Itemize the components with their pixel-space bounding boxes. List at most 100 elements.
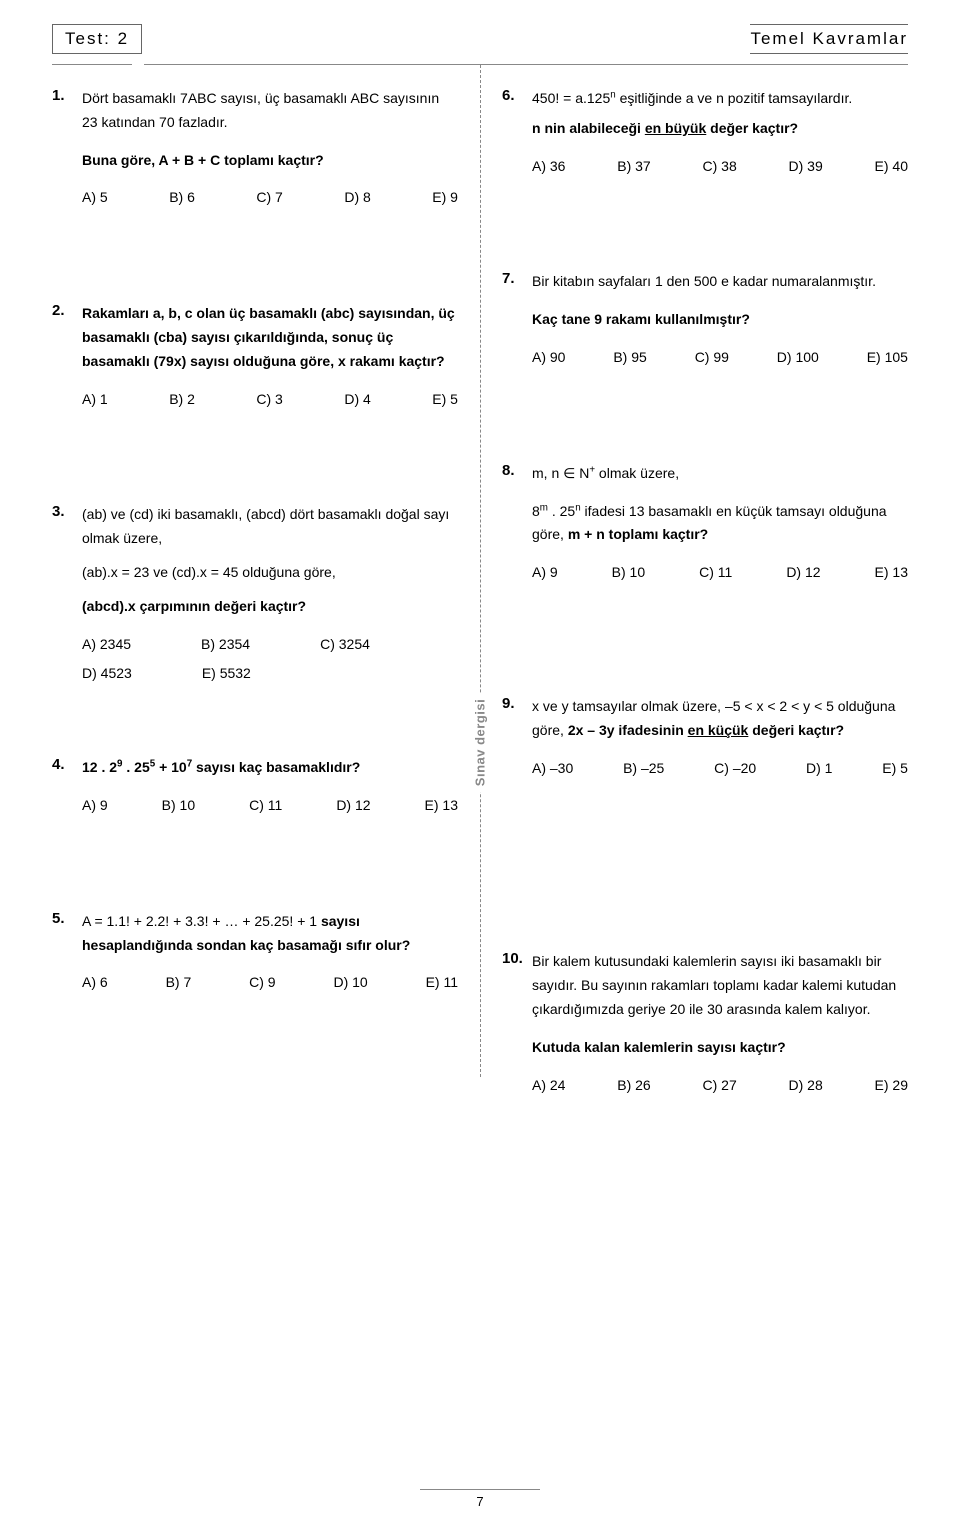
q2-opt-e: E) 5	[432, 388, 458, 412]
q6-opt-b: B) 37	[617, 155, 650, 179]
q3-opt-a: A) 2345	[82, 633, 131, 657]
page-footer: 7	[0, 1489, 960, 1509]
q8-opt-e: E) 13	[875, 561, 908, 585]
q1-options: A) 5 B) 6 C) 7 D) 8 E) 9	[82, 186, 458, 210]
q4-opt-e: E) 13	[425, 794, 458, 818]
q2-opt-a: A) 1	[82, 388, 108, 412]
q9-opt-e: E) 5	[882, 757, 908, 781]
q9-number: 9.	[502, 695, 532, 780]
q9-opt-a: A) –30	[532, 757, 573, 781]
q8-opt-a: A) 9	[532, 561, 558, 585]
q5-opt-a: A) 6	[82, 971, 108, 995]
q10-opt-b: B) 26	[617, 1074, 650, 1098]
q5-text: A = 1.1! + 2.2! + 3.3! + … + 25.25! + 1 …	[82, 910, 458, 958]
question-2: 2. Rakamları a, b, c olan üç basamaklı (…	[52, 302, 458, 411]
q1-opt-d: D) 8	[344, 186, 370, 210]
q1-number: 1.	[52, 87, 82, 210]
q9-text: x ve y tamsayılar olmak üzere, –5 < x < …	[532, 695, 908, 743]
q5-opt-b: B) 7	[166, 971, 192, 995]
q7-text1: Bir kitabın sayfaları 1 den 500 e kadar …	[532, 270, 908, 294]
q8-opt-c: C) 11	[699, 561, 732, 585]
q5-options: A) 6 B) 7 C) 9 D) 10 E) 11	[82, 971, 458, 995]
right-column: 6. 450! = a.125n eşitliğinde a ve n pozi…	[480, 87, 908, 1117]
q4-text: 12 . 29 . 255 + 107 sayısı kaç basamaklı…	[82, 756, 458, 780]
q4-opt-d: D) 12	[336, 794, 370, 818]
q5-opt-d: D) 10	[333, 971, 367, 995]
question-4: 4. 12 . 29 . 255 + 107 sayısı kaç basama…	[52, 756, 458, 818]
q10-number: 10.	[502, 950, 532, 1097]
q5-opt-c: C) 9	[249, 971, 275, 995]
q4-number: 4.	[52, 756, 82, 818]
q8-number: 8.	[502, 462, 532, 585]
q9-options: A) –30 B) –25 C) –20 D) 1 E) 5	[532, 757, 908, 781]
question-8: 8. m, n ∈ N+ olmak üzere, 8m . 25n ifade…	[502, 462, 908, 585]
q1-opt-c: C) 7	[256, 186, 282, 210]
q7-text2: Kaç tane 9 rakamı kullanılmıştır?	[532, 308, 908, 332]
q6-opt-e: E) 40	[875, 155, 908, 179]
question-9: 9. x ve y tamsayılar olmak üzere, –5 < x…	[502, 695, 908, 780]
q10-opt-e: E) 29	[875, 1074, 908, 1098]
q5-number: 5.	[52, 910, 82, 995]
left-column: 1. Dört basamaklı 7ABC sayısı, üç basama…	[52, 87, 480, 1117]
q8-opt-d: D) 12	[786, 561, 820, 585]
question-10: 10. Bir kalem kutusundaki kalemlerin say…	[502, 950, 908, 1097]
content-area: Sınav dergisi 1. Dört basamaklı 7ABC say…	[0, 65, 960, 1117]
question-5: 5. A = 1.1! + 2.2! + 3.3! + … + 25.25! +…	[52, 910, 458, 995]
q4-opt-a: A) 9	[82, 794, 108, 818]
page-header: Test: 2 Temel Kavramlar	[0, 0, 960, 64]
q7-options: A) 90 B) 95 C) 99 D) 100 E) 105	[532, 346, 908, 370]
q3-options-row2: D) 4523 E) 5532	[82, 662, 458, 686]
q7-number: 7.	[502, 270, 532, 369]
q6-opt-d: D) 39	[789, 155, 823, 179]
q3-opt-d: D) 4523	[82, 662, 132, 686]
q3-text3: (abcd).x çarpımının değeri kaçtır?	[82, 595, 458, 619]
q7-opt-e: E) 105	[867, 346, 908, 370]
q7-opt-d: D) 100	[777, 346, 819, 370]
q8-text1: m, n ∈ N+ olmak üzere,	[532, 462, 908, 486]
q10-opt-d: D) 28	[789, 1074, 823, 1098]
q7-opt-a: A) 90	[532, 346, 565, 370]
page-number: 7	[476, 1494, 483, 1509]
q1-text2: Buna göre, A + B + C toplamı kaçtır?	[82, 149, 458, 173]
q1-text1: Dört basamaklı 7ABC sayısı, üç basamaklı…	[82, 87, 458, 135]
q10-opt-c: C) 27	[703, 1074, 737, 1098]
q9-opt-b: B) –25	[623, 757, 664, 781]
q9-opt-d: D) 1	[806, 757, 832, 781]
q10-text2: Kutuda kalan kalemlerin sayısı kaçtır?	[532, 1036, 908, 1060]
q3-number: 3.	[52, 503, 82, 686]
q2-options: A) 1 B) 2 C) 3 D) 4 E) 5	[82, 388, 458, 412]
q6-number: 6.	[502, 87, 532, 178]
topic-title: Temel Kavramlar	[750, 24, 908, 54]
q6-text1: 450! = a.125n eşitliğinde a ve n pozitif…	[532, 87, 908, 111]
q6-opt-a: A) 36	[532, 155, 565, 179]
q6-options: A) 36 B) 37 C) 38 D) 39 E) 40	[532, 155, 908, 179]
q5-opt-e: E) 11	[426, 971, 458, 995]
q8-text2: 8m . 25n ifadesi 13 basamaklı en küçük t…	[532, 500, 908, 548]
q3-opt-c: C) 3254	[320, 633, 370, 657]
q1-opt-a: A) 5	[82, 186, 108, 210]
q7-opt-b: B) 95	[613, 346, 646, 370]
q1-opt-e: E) 9	[432, 186, 458, 210]
q10-options: A) 24 B) 26 C) 27 D) 28 E) 29	[532, 1074, 908, 1098]
q3-opt-b: B) 2354	[201, 633, 250, 657]
q2-opt-d: D) 4	[344, 388, 370, 412]
q3-opt-e: E) 5532	[202, 662, 251, 686]
q10-text1: Bir kalem kutusundaki kalemlerin sayısı …	[532, 950, 908, 1021]
q2-number: 2.	[52, 302, 82, 411]
q2-opt-c: C) 3	[256, 388, 282, 412]
question-1: 1. Dört basamaklı 7ABC sayısı, üç basama…	[52, 87, 458, 210]
q6-opt-c: C) 38	[703, 155, 737, 179]
q2-opt-b: B) 2	[169, 388, 195, 412]
q6-text2: n nin alabileceği en büyük değer kaçtır?	[532, 117, 908, 141]
q4-opt-b: B) 10	[162, 794, 195, 818]
q2-text1: Rakamları a, b, c olan üç basamaklı (abc…	[82, 302, 458, 373]
q7-opt-c: C) 99	[695, 346, 729, 370]
q4-options: A) 9 B) 10 C) 11 D) 12 E) 13	[82, 794, 458, 818]
q8-options: A) 9 B) 10 C) 11 D) 12 E) 13	[532, 561, 908, 585]
question-6: 6. 450! = a.125n eşitliğinde a ve n pozi…	[502, 87, 908, 178]
q9-opt-c: C) –20	[714, 757, 756, 781]
question-3: 3. (ab) ve (cd) iki basamaklı, (abcd) dö…	[52, 503, 458, 686]
question-7: 7. Bir kitabın sayfaları 1 den 500 e kad…	[502, 270, 908, 369]
q10-opt-a: A) 24	[532, 1074, 565, 1098]
q3-options-row1: A) 2345 B) 2354 C) 3254	[82, 633, 458, 657]
